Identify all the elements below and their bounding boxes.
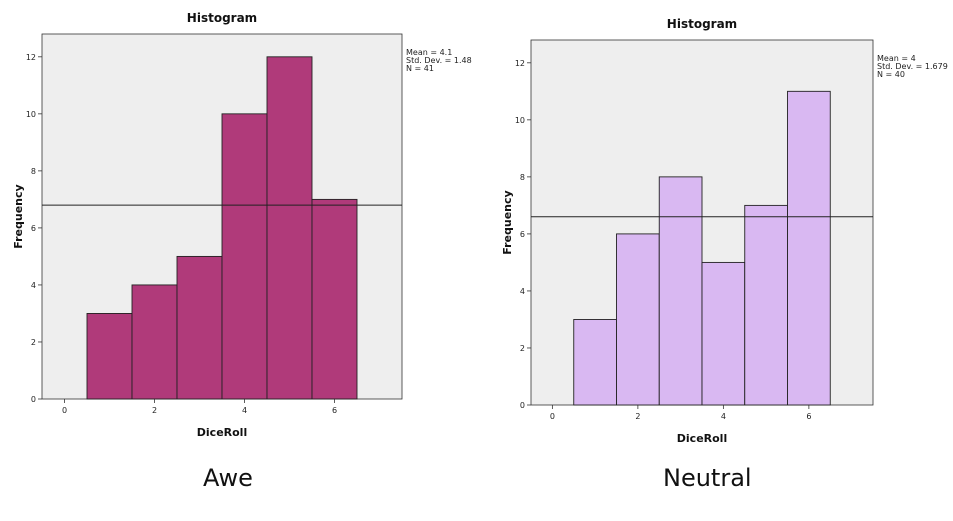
stats-line: N = 40 <box>877 70 905 79</box>
y-tick-label: 10 <box>26 110 36 119</box>
bar-2 <box>616 233 660 406</box>
bar-6 <box>311 198 358 400</box>
histogram-chart-1: 0 2 4 6 8 10 12 0 2 4 6 Histogram DiceRoll Frequency M… <box>12 11 472 439</box>
y-tick-label: 8 <box>520 173 525 182</box>
stats-line: Std. Dev. = 1.679 <box>877 62 948 71</box>
bar-1 <box>573 319 617 406</box>
x-tick-label: 6 <box>332 406 337 415</box>
y-tick-label: 6 <box>31 224 36 233</box>
y-tick-label: 6 <box>520 230 525 239</box>
x-tick-label: 0 <box>62 406 67 415</box>
y-tick-label: 2 <box>520 344 525 353</box>
chart-title: Histogram <box>187 11 257 25</box>
y-tick-label: 4 <box>520 287 525 296</box>
y-tick-label: 2 <box>31 338 36 347</box>
y-axis-label: Frequency <box>12 184 25 248</box>
chart-title: Histogram <box>667 17 737 31</box>
bar-2 <box>131 284 178 400</box>
y-tick-label: 8 <box>31 167 36 176</box>
y-tick-label: 12 <box>26 53 36 62</box>
stats-line: Std. Dev. = 1.48 <box>406 56 472 65</box>
bar-4 <box>701 261 746 406</box>
bar-3 <box>176 255 223 400</box>
x-axis-label: DiceRoll <box>677 432 727 445</box>
y-axis-label: Frequency <box>501 190 514 254</box>
stats-line: N = 41 <box>406 64 434 73</box>
x-axis-label: DiceRoll <box>197 426 247 439</box>
y-tick-label: 0 <box>31 395 36 404</box>
x-tick-label: 0 <box>550 412 555 421</box>
bar-3 <box>658 176 703 406</box>
x-tick-label: 4 <box>721 412 726 421</box>
y-tick-label: 12 <box>515 59 525 68</box>
x-tick-label: 4 <box>242 406 247 415</box>
y-tick-label: 4 <box>31 281 36 290</box>
caption-awe: Awe <box>203 464 253 492</box>
bar-5 <box>266 56 313 400</box>
stats-line: Mean = 4 <box>877 54 916 63</box>
bar-1 <box>86 313 133 400</box>
x-tick-label: 6 <box>806 412 811 421</box>
bar-6 <box>787 90 831 406</box>
y-tick-label: 10 <box>515 116 525 125</box>
y-tick-label: 0 <box>520 401 525 410</box>
x-tick-label: 2 <box>152 406 157 415</box>
histogram-chart-2: 0 2 4 6 8 10 12 0 2 4 6 Histogram DiceRoll Frequency M… <box>501 17 948 445</box>
caption-neutral: Neutral <box>663 464 752 492</box>
stats-line: Mean = 4.1 <box>406 48 452 57</box>
bar-5 <box>744 204 788 406</box>
x-tick-label: 2 <box>635 412 640 421</box>
bar-4 <box>221 113 268 400</box>
